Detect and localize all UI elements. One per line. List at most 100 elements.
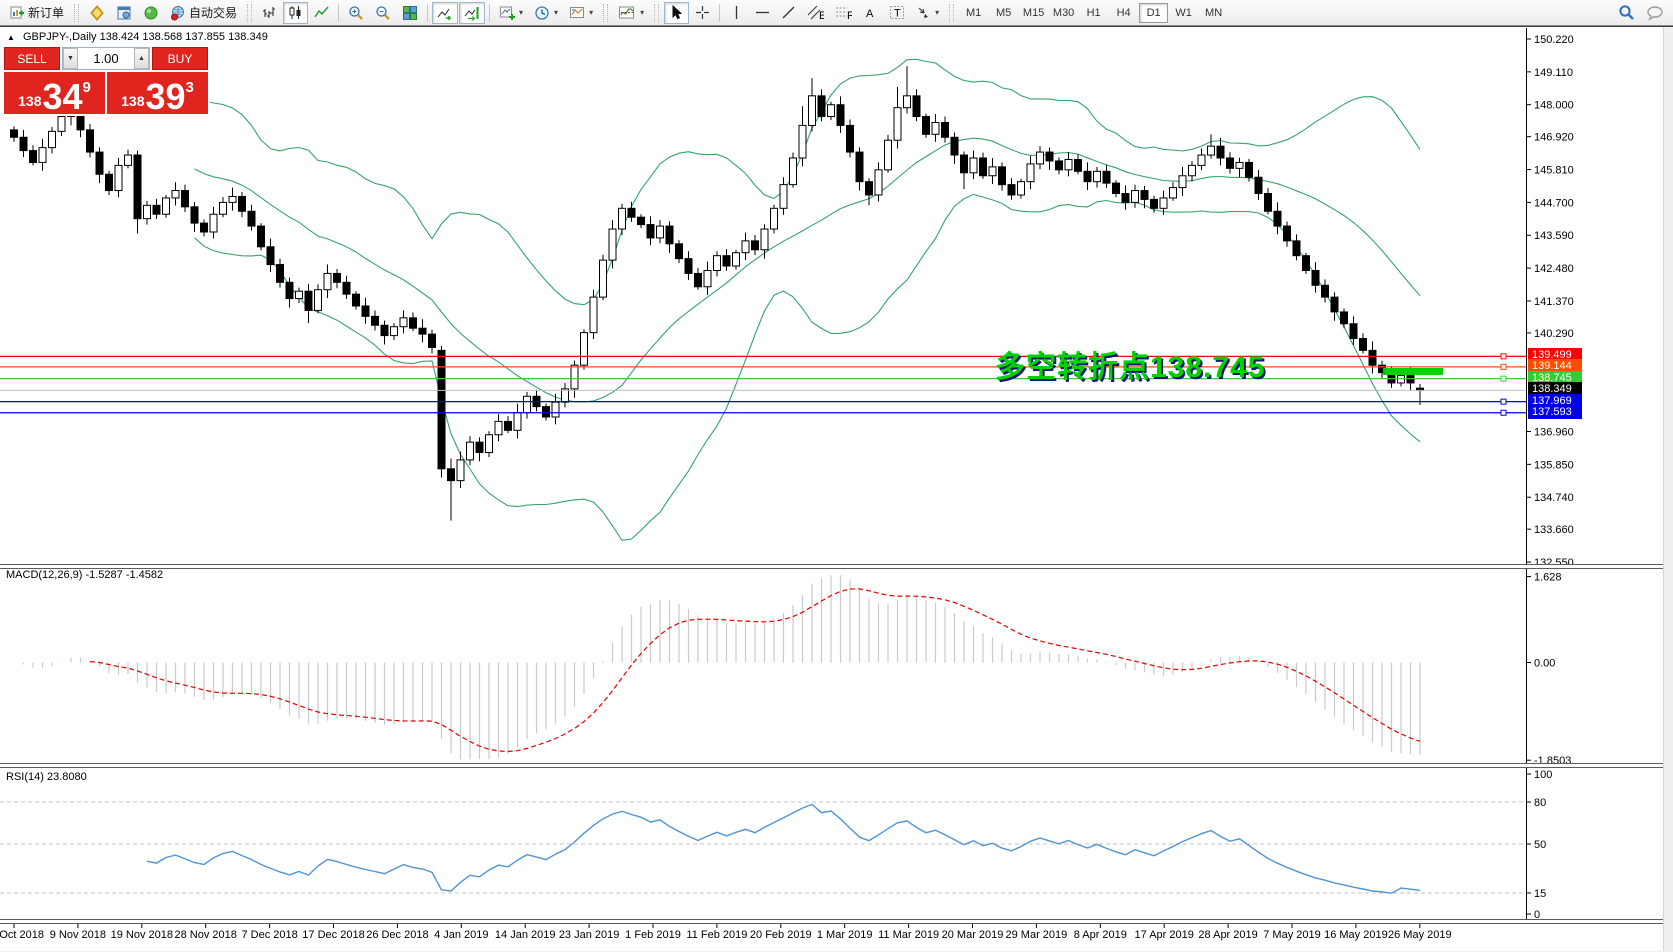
volume-decrease-button[interactable]: ▼ (63, 48, 78, 69)
arrows-icon (918, 7, 929, 18)
vertical-line-tool-button[interactable] (724, 2, 749, 24)
periods-button[interactable]: ▾ (529, 2, 563, 24)
pivot-annotation-text[interactable]: 多空转折点138.745 (995, 351, 1266, 384)
data-window-button[interactable] (111, 2, 137, 24)
indicators-button[interactable]: ▾ (613, 2, 649, 24)
date-axis-label: 19 Nov 2018 (110, 929, 173, 941)
equidistant-channel-tool-button[interactable]: E (802, 2, 829, 24)
cursor-tool-button[interactable] (664, 1, 690, 24)
timeframe-button-H1[interactable]: H1 (1086, 6, 1101, 19)
price-line-label[interactable]: 139.499 (1528, 348, 1582, 363)
date-axis-label: 8 Apr 2019 (1073, 929, 1127, 941)
sell-price-point: 9 (82, 79, 91, 96)
svg-text:148.000: 148.000 (1534, 100, 1574, 112)
date-axis-label: 29 Mar 2019 (1005, 929, 1068, 941)
timeframe-button-W1[interactable]: W1 (1175, 6, 1192, 19)
timeframe-button-M15[interactable]: M15 (1022, 6, 1045, 19)
templates-button[interactable]: ▾ (564, 2, 598, 24)
zoom-in-button[interactable] (343, 2, 369, 24)
chat-button[interactable] (1641, 2, 1669, 24)
buy-price-figure: 138 (121, 93, 145, 109)
signals-icon (144, 6, 158, 19)
mql5-community-button[interactable] (84, 2, 110, 24)
signals-button[interactable] (138, 2, 164, 24)
svg-text:0.00: 0.00 (1534, 658, 1555, 670)
svg-text:140.290: 140.290 (1534, 328, 1574, 340)
main-toolbar: 新订单 (0, 0, 1673, 26)
timeframe-button-D1[interactable]: D1 (1139, 2, 1169, 23)
panel-separator-macd-rsi[interactable] (0, 763, 1673, 768)
date-axis-label: 11 Feb 2019 (686, 929, 748, 941)
fibonacci-tool-button[interactable]: F (830, 2, 857, 24)
line-chart-button[interactable] (309, 2, 334, 24)
date-axis-label: 14 Jan 2019 (494, 929, 556, 941)
tile-windows-button[interactable] (397, 2, 423, 24)
auto-scroll-button[interactable] (432, 1, 459, 24)
chart-shift-button[interactable] (459, 1, 486, 24)
arrows-tool-button[interactable]: ▾ (911, 2, 944, 24)
svg-text:135.850: 135.850 (1534, 459, 1574, 471)
price-line-label[interactable]: 138.745 (1528, 370, 1582, 385)
price-line-label[interactable]: 137.593 (1528, 404, 1582, 419)
trendline-icon (782, 6, 795, 19)
buy-price-pips: 39 (145, 76, 186, 118)
date-axis-label: 1 Mar 2019 (816, 929, 873, 941)
sell-button[interactable]: SELL (4, 47, 60, 70)
new-chart-button[interactable]: ▾ (494, 2, 528, 24)
autotrading-button[interactable]: 自动交易 (165, 2, 242, 24)
text-tool-button[interactable]: A (858, 2, 883, 24)
sell-price-display[interactable]: 138 34 9 (4, 72, 105, 118)
svg-text:142.480: 142.480 (1534, 263, 1574, 275)
crosshair-tool-button[interactable] (690, 2, 715, 24)
search-button[interactable] (1613, 2, 1640, 24)
svg-text:1.628: 1.628 (1534, 572, 1562, 584)
bar-chart-button[interactable] (257, 2, 282, 24)
text-label-tool-button[interactable]: T (884, 2, 910, 24)
trendline-tool-button[interactable] (776, 2, 801, 24)
timeframe-toolbar: M1 M5 M15 M30 H1 H4 D1 W1 MN (959, 2, 1228, 23)
svg-text:A: A (866, 8, 874, 20)
text-label-icon: T (890, 6, 905, 20)
tile-windows-icon (403, 5, 418, 20)
rsi-indicator-label: RSI(14) 23.8080 (6, 771, 87, 783)
horizontal-line-icon (756, 11, 770, 14)
current-price-label: 138.349 (1528, 382, 1582, 397)
svg-text:50: 50 (1534, 839, 1546, 851)
timeframe-button-M30[interactable]: M30 (1052, 6, 1075, 19)
svg-text:F: F (847, 10, 852, 20)
date-axis-label: 28 Apr 2019 (1198, 929, 1258, 941)
panel-separator-rsi-dates (0, 919, 1673, 924)
svg-text:15: 15 (1534, 888, 1546, 900)
timeframe-button-M1[interactable]: M1 (965, 6, 982, 19)
svg-text:150.220: 150.220 (1534, 34, 1574, 46)
timeframe-button-M5[interactable]: M5 (995, 6, 1012, 19)
date-axis-label: 9 Nov 2018 (49, 929, 107, 941)
sell-price-pips: 34 (42, 76, 83, 118)
volume-input[interactable]: 1.00 (93, 51, 119, 66)
chat-bubble-icon (1647, 5, 1663, 21)
panel-separator-main-macd[interactable] (0, 564, 1673, 569)
date-axis-label: 11 Mar 2019 (878, 929, 940, 941)
price-line-label[interactable]: 139.144 (1528, 358, 1582, 373)
buy-price-display[interactable]: 138 39 3 (107, 72, 208, 118)
symbol-period-label: GBPJPY-,Daily (22, 31, 97, 43)
new-order-button[interactable]: 新订单 (4, 2, 69, 24)
new-order-icon (10, 6, 24, 18)
toolbar-separator (427, 3, 429, 22)
sell-price-figure: 138 (18, 93, 42, 109)
buy-button[interactable]: BUY (152, 47, 208, 70)
zoom-in-icon (349, 5, 363, 20)
timeframe-button-MN[interactable]: MN (1205, 6, 1223, 19)
date-axis-label: 1 Feb 2019 (625, 929, 681, 941)
candlestick-chart-button[interactable] (283, 1, 309, 24)
volume-increase-button[interactable]: ▲ (134, 48, 149, 69)
collapse-arrow-icon[interactable]: ▲ (7, 33, 15, 42)
chart-window[interactable]: 150.220 149.110 148.000 146.920 145.810 144.7… (0, 26, 1673, 951)
zoom-out-button[interactable] (370, 2, 396, 24)
svg-text:144.700: 144.700 (1534, 197, 1574, 209)
price-line-label[interactable]: 137.969 (1528, 393, 1582, 408)
horizontal-line-tool-button[interactable] (750, 2, 775, 24)
date-axis-label: 20 Feb 2019 (749, 929, 812, 941)
timeframe-button-H4[interactable]: H4 (1116, 6, 1131, 19)
